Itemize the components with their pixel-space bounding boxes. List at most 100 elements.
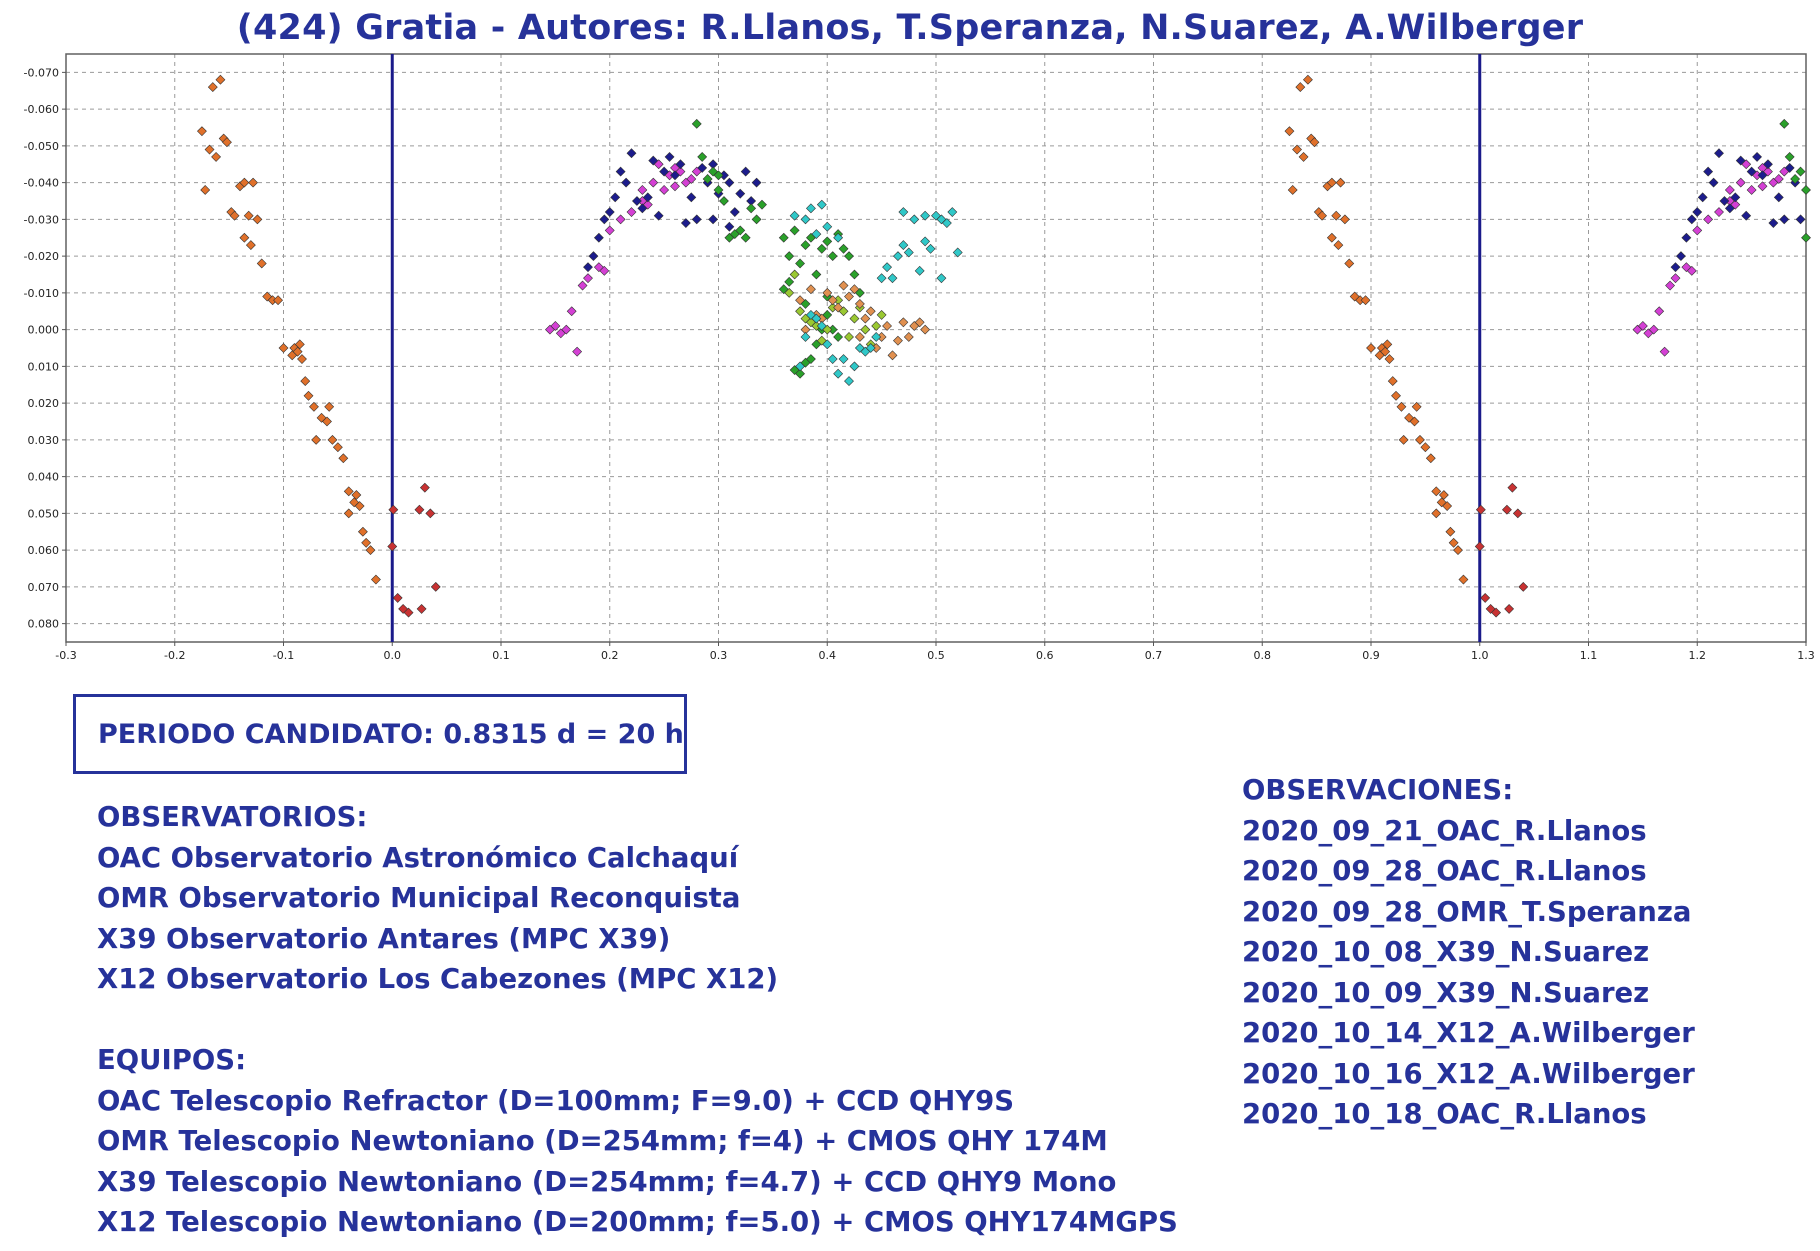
data-point [1724, 185, 1735, 195]
data-point [893, 251, 903, 262]
data-point [920, 210, 931, 221]
data-point [387, 541, 398, 552]
data-point [806, 203, 816, 214]
data-point [1438, 490, 1449, 500]
data-point [1670, 273, 1681, 284]
data-point [1458, 574, 1469, 585]
y-axis-ticks: -0.070 -0.060 -0.050 -0.040 -0.030 -0.020 -0.0… [24, 66, 66, 631]
data-point [1431, 508, 1442, 519]
data-point [751, 177, 762, 188]
data-point [827, 354, 838, 364]
y-tick-label: -0.030 [24, 213, 59, 226]
data-point [1784, 163, 1795, 173]
x-tick-label: -0.3 [55, 649, 76, 662]
y-tick-label: -0.070 [24, 66, 59, 79]
data-point [248, 177, 258, 188]
data-point [1507, 482, 1518, 493]
data-point [914, 265, 925, 276]
data-point [719, 196, 729, 206]
x-tick-label: -0.1 [273, 649, 294, 662]
data-point [887, 350, 898, 361]
data-point [1795, 214, 1806, 225]
data-point [252, 214, 263, 225]
data-point [854, 332, 865, 342]
data-point [550, 321, 561, 331]
data-point [1773, 174, 1784, 184]
data-point [292, 346, 303, 357]
data-point [849, 313, 860, 324]
data-point [838, 243, 849, 254]
data-point [784, 287, 795, 298]
data-point [800, 332, 811, 342]
observacion-item: 2020_10_08_X39_N.Suarez [1242, 936, 1650, 968]
data-point [626, 207, 637, 217]
data-point [735, 225, 746, 236]
data-point [1344, 258, 1355, 269]
data-point [1676, 251, 1686, 262]
data-point [343, 508, 354, 519]
data-point [893, 335, 903, 346]
lightcurve-chart: -0.070 -0.060 -0.050 -0.040 -0.030 -0.020 -0.0… [24, 53, 1815, 662]
data-point [577, 280, 588, 291]
data-point [789, 210, 800, 221]
data-point [1453, 545, 1463, 556]
data-point [789, 269, 800, 280]
data-point [920, 236, 931, 247]
x-tick-label: 1.0 [1471, 649, 1489, 662]
data-point [1295, 82, 1306, 92]
data-point [876, 310, 887, 320]
data-point [941, 218, 952, 228]
data-point [724, 221, 735, 232]
data-point [300, 376, 311, 386]
data-point [827, 295, 838, 306]
data-point [1757, 181, 1768, 192]
x-tick-label: 0.0 [384, 649, 402, 662]
data-point [1292, 144, 1302, 155]
data-point [691, 214, 702, 225]
data-point [332, 442, 343, 453]
equipo-item: X39 Telescopio Newtoniano (D=254mm; f=4.… [97, 1165, 1117, 1198]
x-tick-label: 0.5 [927, 649, 945, 662]
data-point [795, 258, 805, 269]
data-point [811, 229, 822, 239]
data-point [909, 214, 920, 225]
data-point [838, 280, 849, 291]
data-point [729, 207, 740, 217]
data-point [1411, 401, 1422, 412]
data-point [583, 262, 593, 273]
data-point [784, 251, 795, 262]
data-point [1445, 526, 1456, 537]
data-point [757, 199, 767, 210]
data-point [822, 339, 833, 350]
data-point [211, 151, 221, 162]
observatorios-section: OBSERVATORIOS: OAC Observatorio Astronóm… [97, 797, 778, 1000]
data-point [229, 210, 240, 221]
data-point [708, 166, 718, 177]
observatorio-item: OMR Observatorio Municipal Reconquista [97, 882, 741, 914]
data-point [1790, 174, 1801, 184]
data-point [1637, 321, 1648, 331]
data-point [920, 324, 931, 335]
observacion-item: 2020_10_16_X12_A.Wilberger [1242, 1057, 1695, 1090]
equipos-heading: EQUIPOS: [97, 1044, 247, 1076]
y-tick-label: -0.040 [24, 177, 59, 190]
data-point [806, 284, 816, 295]
data-point [414, 504, 425, 515]
y-tick-label: 0.060 [28, 544, 60, 557]
data-point [675, 159, 686, 170]
data-point [844, 251, 854, 262]
y-tick-label: 0.010 [28, 360, 60, 373]
data-point [914, 317, 925, 328]
data-point [1284, 126, 1295, 137]
data-point [1773, 192, 1784, 203]
data-point [1670, 262, 1681, 273]
y-tick-label: -0.060 [24, 103, 59, 116]
data-point [1331, 210, 1342, 221]
data-point [936, 273, 947, 284]
data-point [604, 207, 615, 217]
data-point [1714, 148, 1724, 159]
data-point [1719, 196, 1730, 206]
data-point [1654, 306, 1665, 317]
x-tick-label: 1.3 [1797, 649, 1815, 662]
data-point [811, 269, 822, 280]
